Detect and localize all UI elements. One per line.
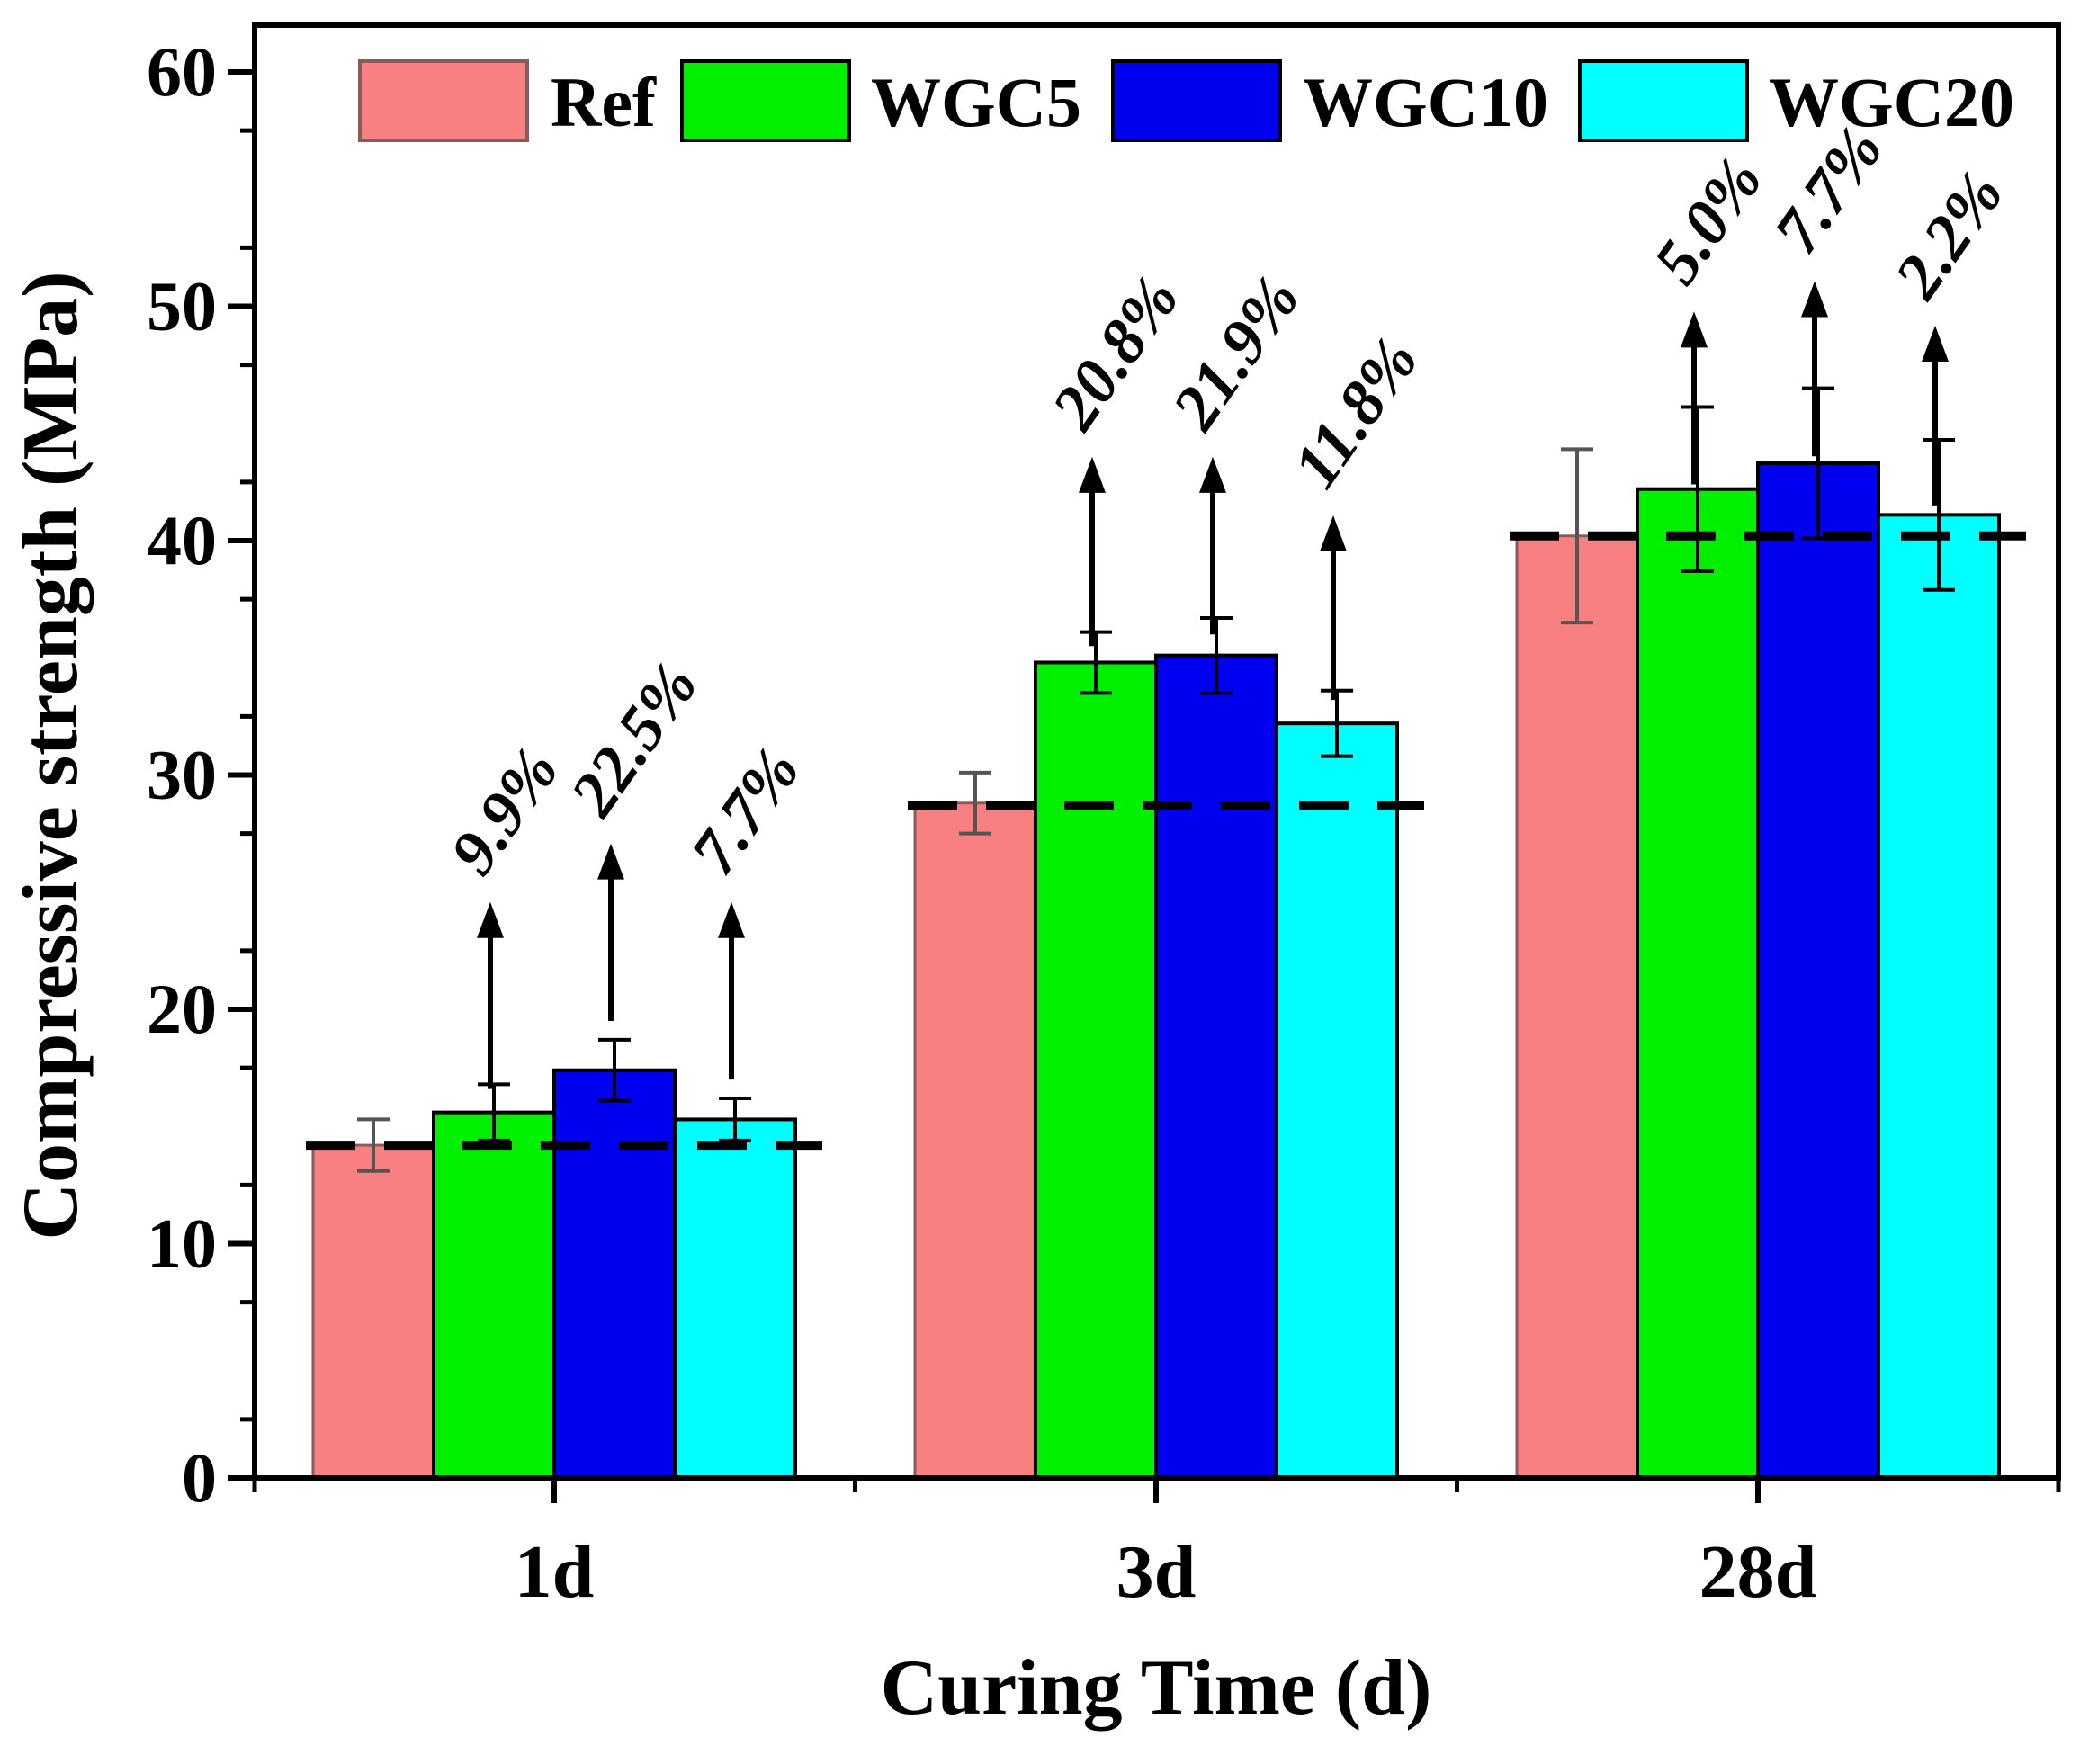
y-tick-label-10: 10 bbox=[147, 1204, 217, 1283]
legend-swatch-wgc5 bbox=[680, 59, 851, 142]
legend-item-wgc10: WGC10 bbox=[1111, 59, 1548, 142]
arrow-head-5 bbox=[1320, 515, 1347, 551]
legend-swatch-ref bbox=[358, 59, 529, 142]
arrow-head-4 bbox=[1199, 456, 1226, 493]
error-bar-wgc10-28d bbox=[1802, 386, 1834, 541]
bar-wgc20-28d bbox=[1877, 513, 2001, 1480]
error-bar-wgc5-28d bbox=[1681, 405, 1714, 573]
error-bars-layer bbox=[357, 386, 1955, 1173]
increase-label-1d-wgc10: 22.5% bbox=[556, 650, 712, 829]
bar-ref-3d bbox=[913, 801, 1037, 1480]
legend-label-wgc5: WGC5 bbox=[871, 63, 1081, 141]
error-bar-wgc20-1d bbox=[719, 1096, 751, 1142]
y-axis-label: Compressive strength (MPa) bbox=[7, 271, 94, 1240]
bar-wgc20-1d bbox=[673, 1117, 797, 1481]
error-bar-ref-3d bbox=[959, 770, 991, 836]
error-bar-wgc20-3d bbox=[1321, 688, 1353, 758]
arrow-head-2 bbox=[718, 901, 745, 938]
increase-label-3d-wgc20: 11.8% bbox=[1279, 325, 1432, 500]
bar-wgc10-3d bbox=[1154, 653, 1278, 1480]
y-tick-label-60: 60 bbox=[147, 32, 217, 111]
error-bar-wgc10-3d bbox=[1200, 615, 1233, 695]
legend-swatch-wgc10 bbox=[1111, 59, 1282, 142]
arrow-head-0 bbox=[477, 901, 504, 938]
legend-label-ref: Ref bbox=[551, 63, 657, 141]
x-tick-label-3d: 3d bbox=[1116, 1530, 1197, 1614]
increase-label-3d-wgc5: 20.8% bbox=[1037, 264, 1193, 443]
increase-label-1d-wgc20: 7.7% bbox=[677, 735, 814, 887]
bar-wgc10-1d bbox=[552, 1068, 677, 1480]
x-tick-label-28d: 28d bbox=[1699, 1530, 1817, 1614]
legend-swatch-wgc20 bbox=[1578, 59, 1749, 142]
arrow-head-6 bbox=[1681, 311, 1708, 348]
legend-item-wgc20: WGC20 bbox=[1578, 59, 2014, 142]
y-tick-label-30: 30 bbox=[147, 736, 217, 814]
legend-item-ref: Ref bbox=[358, 59, 657, 142]
increase-label-3d-wgc10: 21.9% bbox=[1158, 264, 1313, 443]
bar-ref-1d bbox=[311, 1143, 435, 1480]
legend-label-wgc20: WGC20 bbox=[1769, 63, 2014, 141]
error-bar-ref-1d bbox=[357, 1117, 390, 1173]
bar-ref-28d bbox=[1515, 534, 1639, 1480]
arrow-head-8 bbox=[1922, 325, 1949, 362]
arrow-head-7 bbox=[1801, 281, 1828, 318]
error-bar-ref-28d bbox=[1561, 447, 1593, 625]
y-tick-label-0: 0 bbox=[182, 1438, 217, 1517]
bar-wgc5-3d bbox=[1034, 660, 1158, 1480]
legend-label-wgc10: WGC10 bbox=[1303, 63, 1548, 141]
legend-item-wgc5: WGC5 bbox=[680, 59, 1081, 142]
bar-wgc5-1d bbox=[432, 1110, 556, 1480]
y-tick-label-20: 20 bbox=[147, 970, 217, 1048]
x-axis-label: Curing Time (d) bbox=[881, 1644, 1432, 1732]
error-bar-wgc10-1d bbox=[598, 1037, 631, 1103]
error-bar-wgc5-1d bbox=[478, 1082, 510, 1142]
bar-wgc5-28d bbox=[1636, 487, 1760, 1481]
legend: Ref WGC5 WGC10 WGC20 bbox=[358, 59, 2014, 142]
bars-layer bbox=[311, 461, 2001, 1481]
arrow-head-3 bbox=[1079, 456, 1106, 493]
increase-label-1d-wgc5: 9.9% bbox=[436, 735, 573, 887]
axes-layer: 0 10 20 30 40 50 60 1d 3d 28d bbox=[147, 32, 2061, 1614]
y-tick-label-40: 40 bbox=[147, 501, 217, 579]
error-bar-wgc5-3d bbox=[1080, 630, 1112, 695]
bar-wgc20-3d bbox=[1275, 721, 1399, 1480]
x-tick-label-1d: 1d bbox=[515, 1530, 595, 1614]
increase-label-28d-wgc5: 5.0% bbox=[1640, 145, 1777, 297]
bar-wgc10-28d bbox=[1756, 461, 1880, 1480]
increase-label-28d-wgc20: 2.2% bbox=[1880, 158, 2017, 311]
error-bar-wgc20-28d bbox=[1923, 437, 1955, 592]
y-tick-label-50: 50 bbox=[147, 267, 217, 345]
arrow-head-1 bbox=[597, 843, 624, 880]
